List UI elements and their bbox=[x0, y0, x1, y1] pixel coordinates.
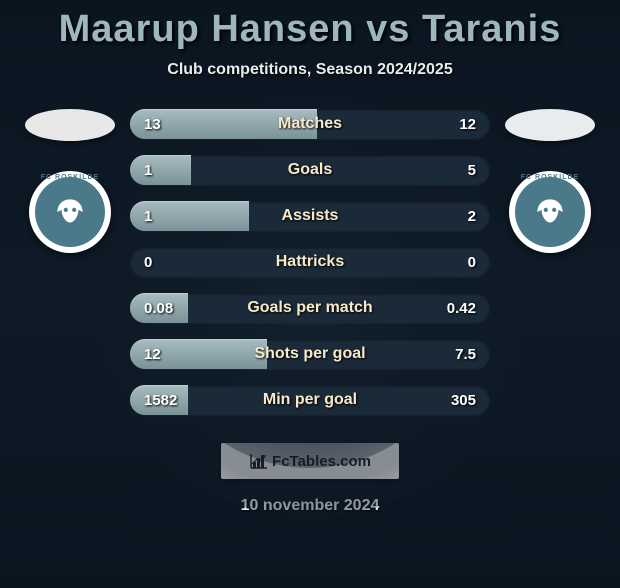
club-badge-right: FC ROSKILDE bbox=[509, 171, 591, 253]
stat-value-right: 0 bbox=[468, 254, 476, 271]
stat-value-right: 305 bbox=[451, 392, 476, 409]
club-badge-inner bbox=[515, 177, 585, 247]
stat-label: Goals bbox=[130, 161, 490, 179]
flag-right bbox=[505, 109, 595, 141]
stat-row: 1Goals5 bbox=[130, 155, 490, 185]
stat-label: Assists bbox=[130, 207, 490, 225]
flag-left bbox=[25, 109, 115, 141]
club-badge-left: FC ROSKILDE bbox=[29, 171, 111, 253]
eagle-icon bbox=[529, 191, 571, 233]
stat-label: Hattricks bbox=[130, 253, 490, 271]
stat-label: Matches bbox=[130, 115, 490, 133]
stat-value-right: 0.42 bbox=[447, 300, 476, 317]
stat-rows: 13Matches12 1Goals5 1Assists2 0Hattricks0 0.… bbox=[130, 109, 490, 415]
stat-value-right: 5 bbox=[468, 162, 476, 179]
stat-row: 0.08Goals per match0.42 bbox=[130, 293, 490, 323]
stat-row: 1582Min per goal305 bbox=[130, 385, 490, 415]
stat-label: Min per goal bbox=[130, 391, 490, 409]
stat-value-right: 2 bbox=[468, 208, 476, 225]
stat-row: 0Hattricks0 bbox=[130, 247, 490, 277]
stat-label: Shots per goal bbox=[130, 345, 490, 363]
stat-row: 1Assists2 bbox=[130, 201, 490, 231]
stat-row: 12Shots per goal7.5 bbox=[130, 339, 490, 369]
stat-value-right: 12 bbox=[459, 116, 476, 133]
page-title: Maarup Hansen vs Taranis bbox=[0, 8, 620, 51]
stat-value-right: 7.5 bbox=[455, 346, 476, 363]
club-badge-inner bbox=[35, 177, 105, 247]
stat-label: Goals per match bbox=[130, 299, 490, 317]
right-side: FC ROSKILDE bbox=[490, 109, 610, 253]
stat-row: 13Matches12 bbox=[130, 109, 490, 139]
comparison-content: FC ROSKILDE 13Matches12 1Goals5 1Assists2 0… bbox=[0, 109, 620, 415]
eagle-icon bbox=[49, 191, 91, 233]
left-side: FC ROSKILDE bbox=[10, 109, 130, 253]
subtitle: Club competitions, Season 2024/2025 bbox=[0, 61, 620, 79]
